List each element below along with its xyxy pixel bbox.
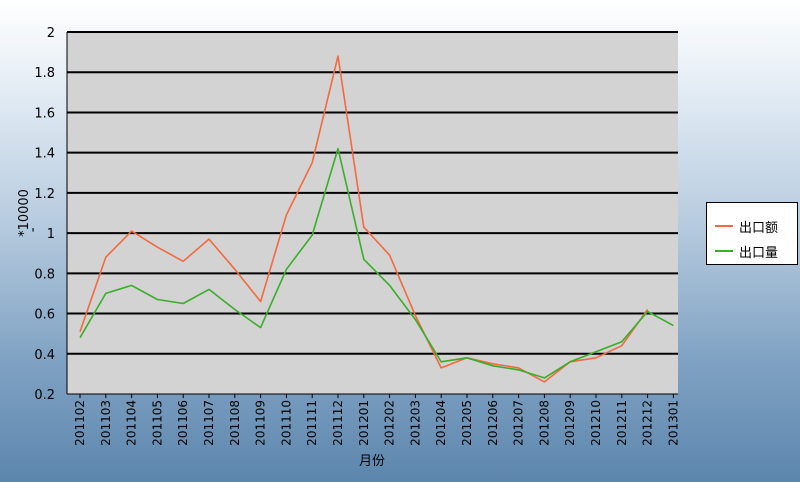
series-lines — [79, 55, 674, 383]
legend-swatch-export-value — [715, 225, 733, 227]
legend-item-export-value: 出口额 — [707, 216, 799, 236]
x-tick-label: 201103 — [99, 400, 113, 446]
y-tick-label: 0.8 — [34, 267, 55, 282]
x-axis-label: 月份 — [359, 454, 385, 469]
series-line-export-value — [79, 55, 649, 383]
y-tick-label: 1.6 — [34, 106, 55, 121]
x-tick-label: 201108 — [228, 400, 242, 446]
x-tick-label: 201210 — [589, 400, 603, 446]
x-tick-label: 201301 — [666, 400, 680, 446]
y-tick-label: 1 — [47, 227, 55, 242]
y-tick-label: 1.8 — [34, 66, 55, 81]
x-tick-label: 201208 — [537, 400, 551, 446]
x-tick-label: 201105 — [150, 400, 164, 446]
x-tick-label: 201205 — [460, 400, 474, 446]
y-tick-label: 1.2 — [34, 187, 55, 202]
y-tick-label: 1.4 — [34, 147, 55, 162]
legend: 出口额 出口量 — [706, 202, 798, 265]
x-tick-label: 201104 — [125, 400, 139, 446]
series-line-export-volume — [79, 147, 674, 379]
x-tick-label: 201204 — [434, 400, 448, 446]
x-tick-label: 201209 — [563, 400, 577, 446]
legend-swatch-export-volume — [715, 250, 733, 252]
y-tick-label: 0.2 — [34, 388, 55, 403]
x-tick-label: 201201 — [357, 400, 371, 446]
x-tick-label: 201203 — [408, 400, 422, 446]
x-tick-label: 201212 — [641, 400, 655, 446]
y-axis-label-mark: ' — [31, 227, 35, 242]
y-tick-labels: 2 1.8 1.6 1.4 1.2 1 0.8 0.6 0.4 0.2 — [34, 26, 55, 403]
legend-item-export-volume: 出口量 — [707, 241, 799, 261]
plot-area — [67, 32, 678, 394]
x-tick-label: 201206 — [486, 400, 500, 446]
x-tick-label: 201211 — [615, 400, 629, 446]
x-tick-label: 201109 — [254, 400, 268, 446]
y-axis-label: *10000 — [17, 189, 32, 237]
legend-label-export-volume: 出口量 — [739, 246, 779, 261]
x-tick-label: 201107 — [202, 400, 216, 446]
x-tick-label: 201102 — [73, 400, 87, 446]
x-tick-label: 201110 — [279, 400, 293, 446]
grid-lines — [67, 31, 678, 355]
x-tick-label: 201111 — [305, 400, 319, 446]
x-tick-label: 201207 — [512, 400, 526, 446]
legend-label-export-value: 出口额 — [739, 221, 779, 236]
x-tick-labels: 201102 201103 201104 201105 201106 201107 2011… — [73, 394, 680, 446]
y-tick-label: 0.6 — [34, 308, 55, 323]
y-tick-label: 0.4 — [34, 348, 55, 363]
x-tick-label: 201112 — [331, 400, 345, 446]
y-tick-label: 2 — [47, 26, 55, 41]
x-tick-label: 201202 — [383, 400, 397, 446]
x-tick-label: 201106 — [176, 400, 190, 446]
